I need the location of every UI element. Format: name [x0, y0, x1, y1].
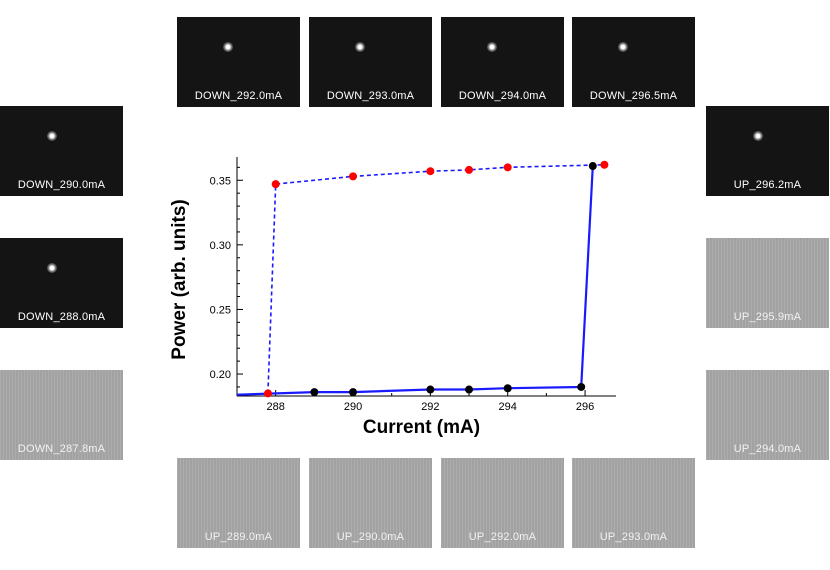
beam-image-tile: DOWN_292.0mA — [177, 17, 300, 107]
data-point-red — [426, 167, 435, 176]
x-tick-label: 288 — [266, 401, 284, 413]
beam-image-tile: DOWN_287.8mA — [0, 370, 123, 460]
beam-image-tile: DOWN_293.0mA — [309, 17, 432, 107]
beam-image-tile: DOWN_290.0mA — [0, 106, 123, 196]
y-tick-label: 0.30 — [210, 240, 231, 252]
data-point-black — [310, 388, 319, 397]
beam-image-tile: UP_296.2mA — [706, 106, 829, 196]
x-tick-label: 292 — [421, 401, 439, 413]
x-tick-label: 294 — [499, 401, 517, 413]
tile-label: UP_295.9mA — [733, 311, 802, 323]
tile-label: UP_293.0mA — [599, 531, 668, 543]
data-point-black — [588, 162, 597, 171]
tile-label: DOWN_292.0mA — [194, 90, 283, 102]
data-point-red — [263, 389, 272, 398]
y-axis-label: Power (arb. units) — [169, 199, 190, 359]
beam-spot — [47, 263, 57, 273]
tile-label: DOWN_287.8mA — [17, 443, 106, 455]
beam-image-tile: UP_290.0mA — [309, 458, 432, 548]
beam-image-tile: UP_295.9mA — [706, 238, 829, 328]
y-tick-label: 0.35 — [210, 175, 231, 187]
tile-label: DOWN_294.0mA — [458, 90, 547, 102]
beam-image-tile: DOWN_296.5mA — [572, 17, 695, 107]
tile-label: UP_290.0mA — [336, 531, 405, 543]
beam-spot — [355, 42, 365, 52]
tile-label: UP_294.0mA — [733, 443, 802, 455]
beam-spot — [487, 42, 497, 52]
beam-image-tile: UP_292.0mA — [441, 458, 564, 548]
beam-image-tile: DOWN_288.0mA — [0, 238, 123, 328]
beam-image-tile: UP_293.0mA — [572, 458, 695, 548]
data-point-red — [271, 180, 280, 189]
data-point-black — [426, 385, 435, 394]
series-line-dashed — [267, 164, 605, 394]
beam-spot — [618, 42, 628, 52]
beam-spot — [753, 131, 763, 141]
x-tick-label: 296 — [576, 401, 594, 413]
x-tick-label: 290 — [344, 401, 362, 413]
beam-image-tile: UP_294.0mA — [706, 370, 829, 460]
tile-label: UP_289.0mA — [204, 531, 273, 543]
beam-spot — [47, 131, 57, 141]
series-line-solid — [236, 165, 594, 396]
data-point-black — [577, 382, 586, 391]
data-point-black — [349, 388, 358, 397]
tile-label: UP_292.0mA — [468, 531, 537, 543]
data-point-red — [465, 165, 474, 174]
data-point-red — [600, 160, 609, 169]
beam-image-tile: UP_289.0mA — [177, 458, 300, 548]
data-point-red — [503, 163, 512, 172]
data-point-black — [465, 385, 474, 394]
tile-label: DOWN_296.5mA — [589, 90, 678, 102]
tile-label: DOWN_290.0mA — [17, 179, 106, 191]
x-axis-label: Current (mA) — [363, 417, 480, 438]
tile-label: UP_296.2mA — [733, 179, 802, 191]
data-point-red — [349, 172, 358, 181]
tile-label: DOWN_288.0mA — [17, 311, 106, 323]
y-tick-label: 0.20 — [210, 369, 231, 381]
tile-label: DOWN_293.0mA — [326, 90, 415, 102]
beam-image-tile: DOWN_294.0mA — [441, 17, 564, 107]
data-point-black — [503, 384, 512, 393]
beam-spot — [223, 42, 233, 52]
y-tick-label: 0.25 — [210, 304, 231, 316]
